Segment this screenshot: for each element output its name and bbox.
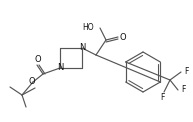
- Text: O: O: [29, 76, 35, 86]
- Text: F: F: [181, 86, 185, 95]
- Text: O: O: [35, 56, 41, 65]
- Text: N: N: [79, 44, 85, 52]
- Text: O: O: [120, 32, 126, 41]
- Text: N: N: [57, 63, 63, 72]
- Text: F: F: [184, 67, 188, 76]
- Text: F: F: [160, 92, 164, 102]
- Text: HO: HO: [82, 22, 94, 31]
